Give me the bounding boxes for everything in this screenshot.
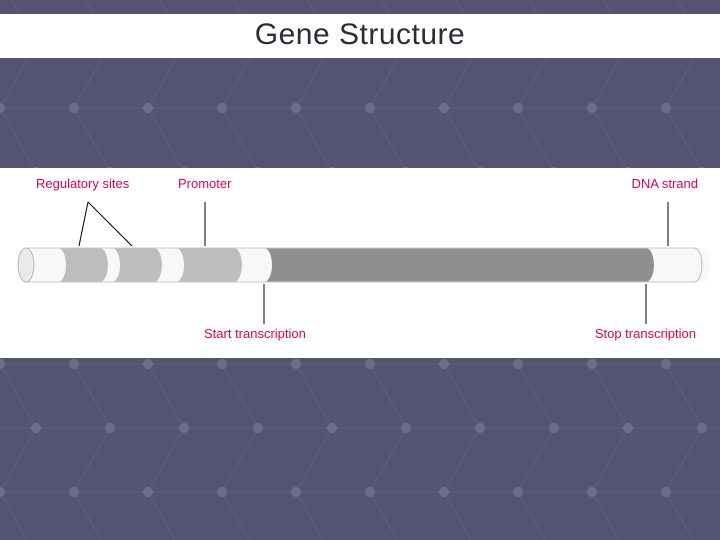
label-start-transcription: Start transcription [204, 326, 306, 341]
label-regulatory-sites: Regulatory sites [36, 176, 130, 191]
leader-line-regulatory-sites [79, 202, 88, 246]
seg-promoter [176, 248, 242, 282]
label-stop-transcription: Stop transcription [595, 326, 696, 341]
gene-structure-diagram: Regulatory sites Promoter DNA strand Start … [0, 168, 720, 358]
label-dna-strand: DNA strand [632, 176, 698, 191]
page-title: Gene Structure [0, 14, 720, 58]
diagram-svg: Regulatory sites Promoter DNA strand Start … [0, 168, 720, 358]
seg-blank-end [646, 248, 710, 282]
label-promoter: Promoter [178, 176, 232, 191]
leader-line-regulatory-sites [88, 202, 132, 246]
seg-gene-body [264, 248, 654, 282]
